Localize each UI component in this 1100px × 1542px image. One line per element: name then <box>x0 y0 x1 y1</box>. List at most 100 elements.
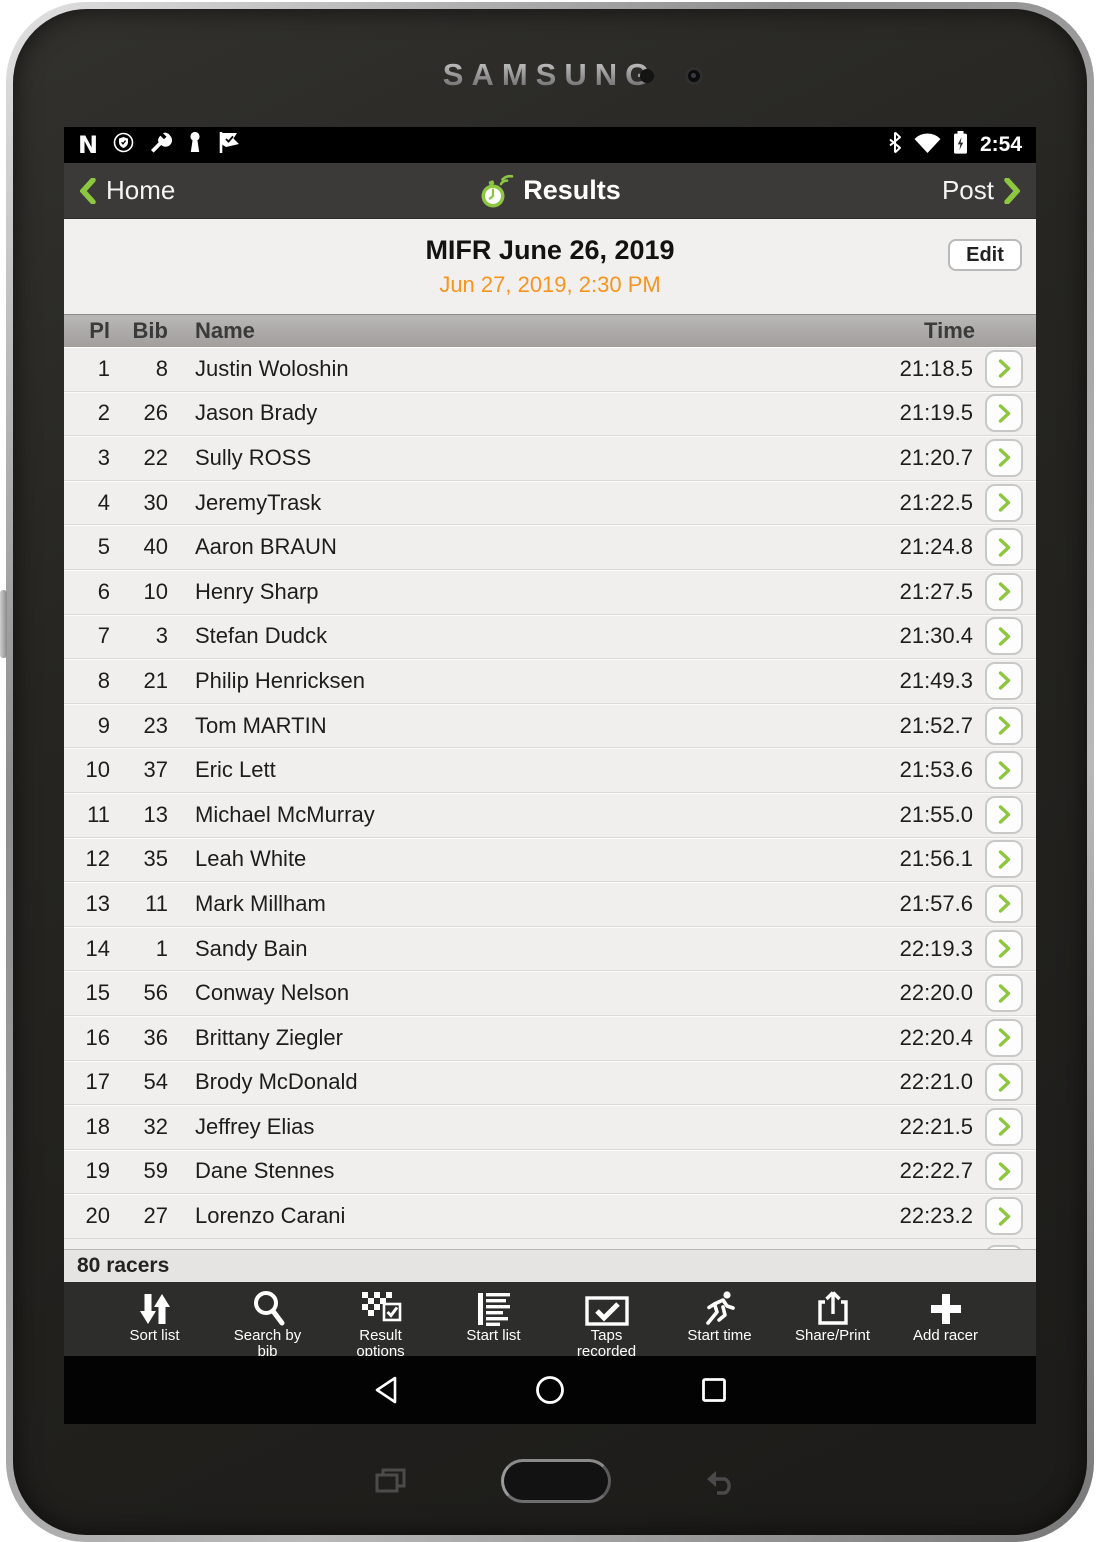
bib-cell: 56 <box>143 980 168 1006</box>
column-place: Pl <box>89 318 110 343</box>
name-cell: Lorenzo Carani <box>195 1203 346 1229</box>
taps-recorded-button[interactable]: Taps recorded <box>555 1288 659 1360</box>
table-row[interactable]: 5 40 Aaron BRAUN 21:24.8 <box>64 525 1036 570</box>
place-cell: 10 <box>85 757 110 783</box>
row-detail-button[interactable] <box>985 929 1023 968</box>
row-detail-button[interactable] <box>985 1018 1023 1057</box>
row-detail-button[interactable] <box>985 884 1023 923</box>
table-row[interactable]: 10 37 Eric Lett 21:53.6 <box>64 748 1036 793</box>
name-cell: Tom MARTIN <box>195 712 327 738</box>
results-list[interactable]: 1 8 Justin Woloshin 21:18.5 2 26 Jason B… <box>64 347 1036 1239</box>
table-row[interactable]: 14 1 Sandy Bain 22:19.3 <box>64 926 1036 972</box>
row-detail-button[interactable] <box>985 528 1023 567</box>
table-row[interactable]: 3 22 Sully ROSS 21:20.7 <box>64 436 1036 481</box>
table-row[interactable]: 18 32 Jeffrey Elias 22:21.5 <box>64 1105 1036 1150</box>
add-racer-button[interactable]: Add racer <box>894 1288 998 1344</box>
name-cell: Mark Millham <box>195 890 326 916</box>
row-detail-button[interactable] <box>985 661 1023 700</box>
table-row[interactable]: 2 26 Jason Brady 21:19.5 <box>64 391 1036 437</box>
android-n-icon: N <box>78 131 99 159</box>
time-cell: 21:22.5 <box>899 489 973 515</box>
row-detail-button[interactable] <box>985 394 1023 433</box>
start-time-button[interactable]: Start time <box>668 1288 772 1344</box>
table-row[interactable]: 20 27 Lorenzo Carani 22:23.2 <box>64 1194 1036 1239</box>
row-detail-button[interactable] <box>985 438 1023 477</box>
table-row[interactable]: 4 30 JeremyTrask 21:22.5 <box>64 480 1036 526</box>
stopwatch-icon <box>481 174 514 207</box>
row-detail-button[interactable] <box>985 706 1023 745</box>
row-detail-button[interactable] <box>985 1063 1023 1102</box>
table-row[interactable]: 15 56 Conway Nelson 22:20.0 <box>64 971 1036 1016</box>
row-detail-button[interactable] <box>985 840 1023 879</box>
row-detail-button[interactable] <box>985 349 1023 388</box>
android-back-button[interactable] <box>373 1375 399 1405</box>
row-detail-button[interactable] <box>985 617 1023 656</box>
place-cell: 1 <box>97 355 110 381</box>
chevron-right-icon <box>998 493 1010 512</box>
name-cell: Dane Stennes <box>195 1158 335 1184</box>
name-cell: Philip Henricksen <box>195 667 365 693</box>
hardware-home-button[interactable] <box>501 1459 611 1503</box>
time-cell: 21:56.1 <box>899 846 973 872</box>
row-detail-button[interactable] <box>985 751 1023 790</box>
brand-logo: SAMSUNG <box>13 57 1087 93</box>
table-row[interactable]: 12 35 Leah White 21:56.1 <box>64 837 1036 883</box>
table-row[interactable]: 8 21 Philip Henricksen 21:49.3 <box>64 659 1036 704</box>
racer-count-bar: 80 racers <box>64 1249 1036 1282</box>
chevron-right-icon <box>998 1117 1010 1137</box>
bib-cell: 30 <box>143 489 168 515</box>
place-cell: 4 <box>97 489 110 515</box>
nav-title-group: Results <box>64 173 1036 209</box>
time-cell: 22:19.3 <box>899 935 973 961</box>
table-row[interactable]: 13 11 Mark Millham 21:57.6 <box>64 882 1036 927</box>
table-row[interactable]: 9 23 Tom MARTIN 21:52.7 <box>64 703 1036 749</box>
name-cell: Brittany Ziegler <box>195 1024 343 1050</box>
back-to-home-button[interactable]: Home <box>80 175 175 206</box>
row-detail-button[interactable] <box>985 483 1023 522</box>
sort-list-button[interactable]: Sort list <box>103 1288 207 1344</box>
row-detail-button[interactable] <box>985 572 1023 611</box>
race-header: MIFR June 26, 2019 Jun 27, 2019, 2:30 PM… <box>64 219 1036 314</box>
row-detail-button[interactable] <box>985 1152 1023 1191</box>
start-list-button[interactable]: Start list <box>442 1288 546 1344</box>
place-cell: 7 <box>97 623 110 649</box>
race-title: MIFR June 26, 2019 <box>425 235 675 265</box>
time-cell: 21:49.3 <box>899 667 973 693</box>
row-detail-button[interactable] <box>985 795 1023 834</box>
chevron-right-icon <box>998 404 1010 423</box>
table-row[interactable]: 6 10 Henry Sharp 21:27.5 <box>64 569 1036 615</box>
android-recents-button[interactable] <box>701 1377 727 1403</box>
table-row[interactable]: 1 8 Justin Woloshin 21:18.5 <box>64 347 1036 392</box>
capacitive-back-button[interactable] <box>703 1469 737 1500</box>
bib-cell: 11 <box>145 890 168 916</box>
chevron-right-icon <box>998 716 1010 735</box>
bib-cell: 35 <box>143 846 168 872</box>
android-home-button[interactable] <box>535 1375 565 1405</box>
place-cell: 3 <box>97 444 110 470</box>
table-row[interactable]: 11 13 Michael McMurray 21:55.0 <box>64 792 1036 838</box>
page-title: Results <box>523 175 621 205</box>
table-row[interactable]: 16 36 Brittany Ziegler 22:20.4 <box>64 1015 1036 1061</box>
row-detail-button[interactable] <box>985 1197 1023 1236</box>
runner-icon <box>702 1288 738 1326</box>
table-row[interactable]: 7 3 Stefan Dudck 21:30.4 <box>64 614 1036 660</box>
post-button[interactable]: Post <box>942 175 1020 206</box>
time-cell: 22:21.5 <box>899 1113 973 1139</box>
row-detail-button[interactable] <box>985 974 1023 1013</box>
table-row[interactable]: 17 54 Brody McDonald 22:21.0 <box>64 1060 1036 1106</box>
result-options-button[interactable]: Result options <box>329 1288 433 1360</box>
front-camera <box>685 67 703 85</box>
name-cell: Henry Sharp <box>195 578 319 604</box>
bib-cell: 3 <box>155 623 168 649</box>
name-cell: Stefan Dudck <box>195 623 328 649</box>
search-by-bib-button[interactable]: Search by bib <box>216 1288 320 1360</box>
share-print-button[interactable]: Share/Print <box>781 1288 885 1344</box>
table-row[interactable]: 19 59 Dane Stennes 22:22.7 <box>64 1149 1036 1195</box>
checkered-flag-icon <box>360 1288 402 1326</box>
row-detail-button[interactable] <box>985 1107 1023 1146</box>
capacitive-recents-button[interactable] <box>375 1467 407 1500</box>
bib-cell: 22 <box>143 444 168 470</box>
bib-cell: 36 <box>143 1024 168 1050</box>
chevron-right-icon <box>998 894 1010 914</box>
edit-button[interactable]: Edit <box>948 239 1022 271</box>
